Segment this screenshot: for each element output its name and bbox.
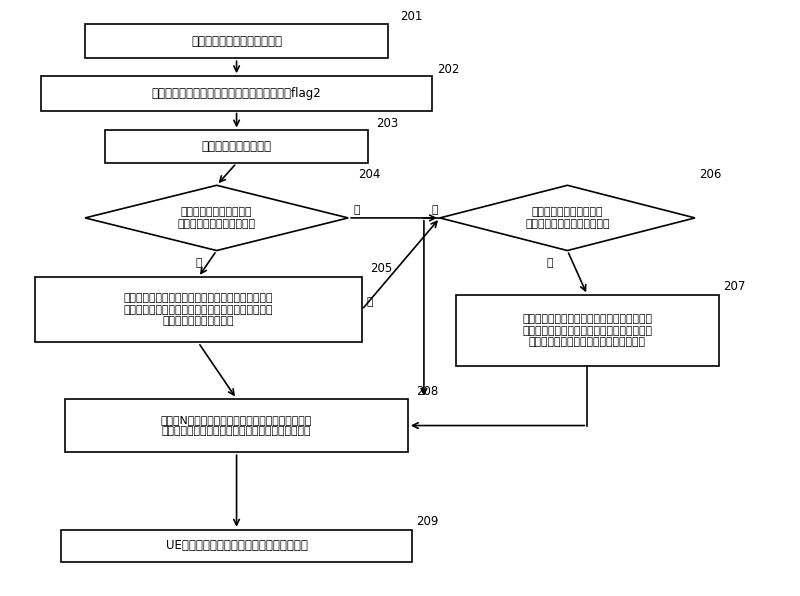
Text: 是: 是 [546, 257, 553, 268]
FancyBboxPatch shape [42, 76, 432, 110]
Text: 否: 否 [432, 205, 438, 215]
Text: 判断是否存在优先级大于
第一预设门限的全覆盖载波: 判断是否存在优先级大于 第一预设门限的全覆盖载波 [178, 207, 256, 229]
Text: 209: 209 [416, 515, 438, 528]
Text: 否: 否 [366, 297, 373, 307]
FancyBboxPatch shape [61, 530, 412, 562]
FancyBboxPatch shape [105, 131, 368, 163]
Text: 计算各个载波的优先级: 计算各个载波的优先级 [202, 140, 271, 153]
Text: 将优先级大于第二预设门限的中心覆盖载波组
成候选接入载波组，并按照候选接入载波组中
各载波的优先级由高到低的顺序选择载波: 将优先级大于第二预设门限的中心覆盖载波组 成候选接入载波组，并按照候选接入载波组… [522, 314, 652, 347]
Text: 205: 205 [370, 262, 393, 275]
Text: 208: 208 [416, 384, 438, 398]
Text: 206: 206 [699, 167, 722, 181]
Text: 确定当前小区的异频邻区数占总邻区数的比例flag2: 确定当前小区的异频邻区数占总邻区数的比例flag2 [152, 87, 322, 100]
FancyBboxPatch shape [85, 24, 388, 58]
Polygon shape [85, 185, 348, 250]
Text: 将所有N个载波组成候选接入载波组，并按照候选接
入载波组中各载波的优先级由高到低的顺序选择载波: 将所有N个载波组成候选接入载波组，并按照候选接 入载波组中各载波的优先级由高到低… [161, 415, 312, 436]
Text: 203: 203 [376, 117, 398, 130]
Text: 否: 否 [354, 205, 360, 215]
Text: UE在选择的载波上选择干扰最小的时隙接入: UE在选择的载波上选择干扰最小的时隙接入 [166, 539, 307, 552]
FancyBboxPatch shape [65, 399, 408, 452]
Text: 202: 202 [438, 63, 460, 76]
Text: 判断是否存在优先级大于
第二预设门限的中心覆盖载波: 判断是否存在优先级大于 第二预设门限的中心覆盖载波 [525, 207, 610, 229]
Polygon shape [440, 185, 695, 250]
Text: 204: 204 [358, 167, 381, 181]
Text: 预先设置各个载波的覆盖属性: 预先设置各个载波的覆盖属性 [191, 35, 282, 48]
FancyBboxPatch shape [456, 295, 719, 366]
Text: 将优先级大于第一预设门限的全覆盖载波组成候选接
入载波组，并按照候选接入载波组中各载波的优先级
由高到低的顺序选择载波: 将优先级大于第一预设门限的全覆盖载波组成候选接 入载波组，并按照候选接入载波组中… [123, 293, 273, 327]
Text: 201: 201 [400, 10, 422, 23]
Text: 是: 是 [196, 257, 202, 268]
Text: 207: 207 [723, 280, 746, 293]
FancyBboxPatch shape [35, 277, 362, 343]
